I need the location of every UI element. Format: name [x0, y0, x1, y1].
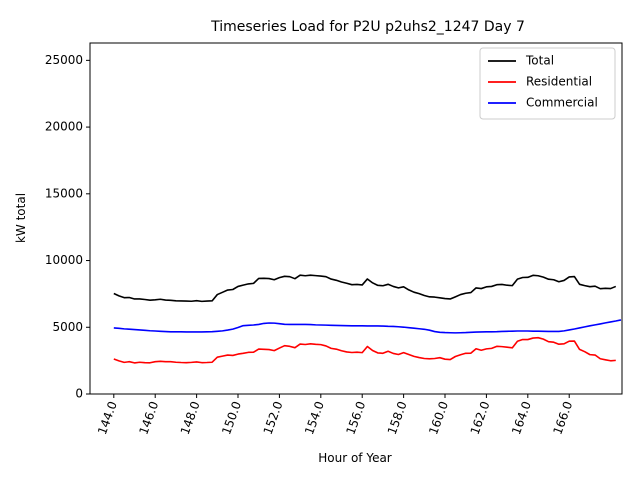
y-tick-label: 0	[75, 387, 83, 401]
x-tick-label: 166.0	[550, 399, 575, 436]
x-axis-label: Hour of Year	[318, 451, 392, 465]
series-line-residential	[113, 336, 616, 364]
legend-label-total: Total	[525, 54, 554, 68]
x-tick-label: 160.0	[426, 399, 451, 436]
legend: Total Residential Commercial	[479, 47, 616, 120]
x-tick-label: 152.0	[261, 399, 286, 436]
series-line-commercial	[113, 319, 622, 334]
y-tick-label: 5000	[52, 320, 83, 334]
y-axis-label: kW total	[14, 193, 28, 243]
x-tick-label: 144.0	[95, 399, 120, 436]
x-tick-label: 156.0	[343, 399, 368, 436]
legend-box	[479, 47, 616, 120]
chart-title: Timeseries Load for P2U p2uhs2_1247 Day …	[210, 19, 525, 35]
x-tick-label: 158.0	[385, 399, 410, 436]
x-tick-label: 148.0	[178, 399, 203, 436]
x-tick-label: 162.0	[468, 399, 493, 436]
y-tick-label: 20000	[45, 120, 83, 134]
plot-frame	[89, 42, 623, 395]
x-tick-label: 150.0	[219, 399, 244, 436]
y-tick-label: 10000	[45, 253, 83, 267]
x-axis: 144.0 146.0 148.0 150.0 152.0 154.0 156.0 158.0…	[95, 394, 575, 437]
x-tick-label: 164.0	[509, 399, 534, 436]
y-tick-label: 15000	[45, 186, 83, 200]
legend-label-commercial: Commercial	[526, 96, 598, 110]
series-line-total	[113, 274, 617, 303]
x-tick-label: 146.0	[136, 399, 161, 436]
legend-label-residential: Residential	[526, 75, 592, 89]
y-axis: 0 5000 10000 15000 20000 25000	[45, 53, 90, 401]
y-tick-label: 25000	[45, 53, 83, 67]
series-layer	[113, 274, 622, 364]
x-tick-label: 154.0	[302, 399, 327, 436]
